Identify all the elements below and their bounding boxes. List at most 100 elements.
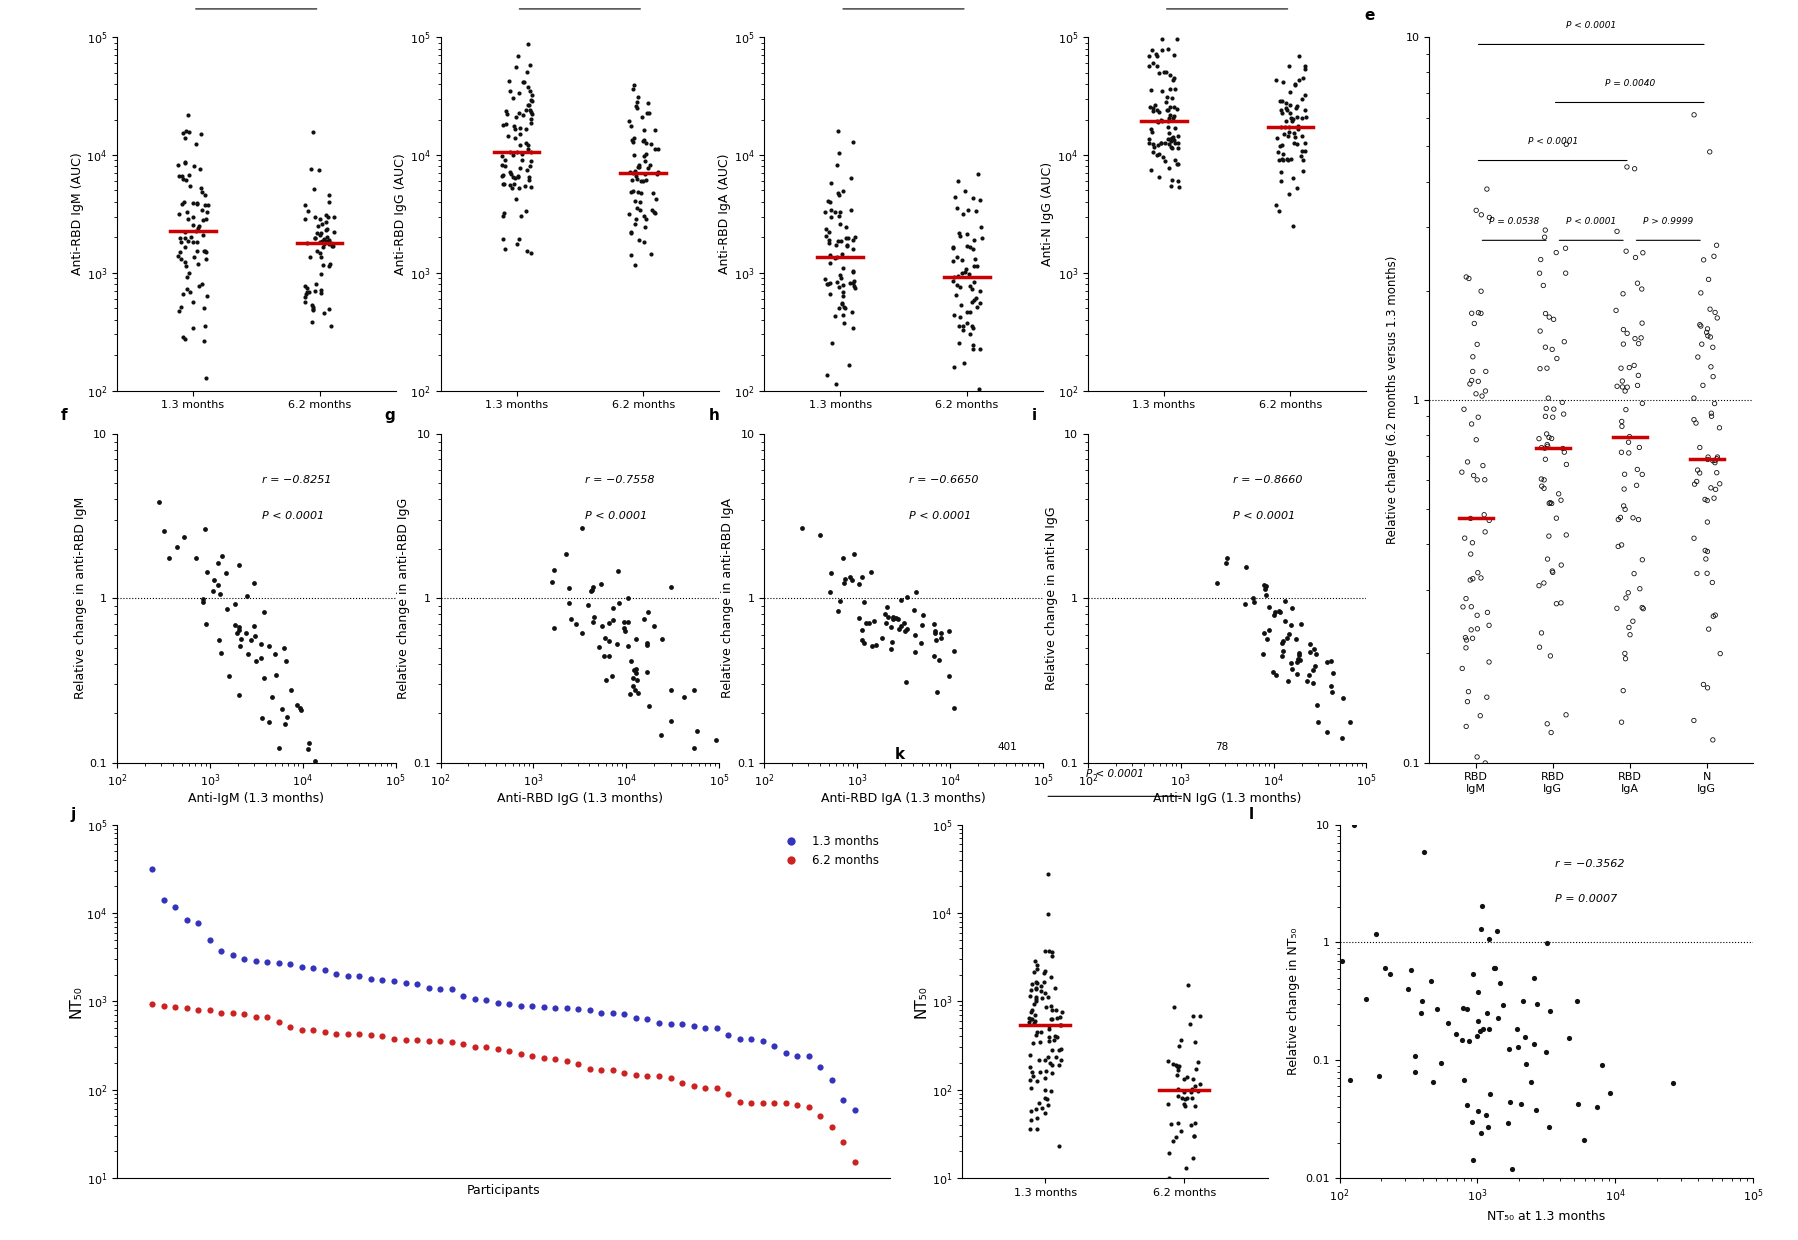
Point <box>298 300 327 320</box>
Point <box>631 170 660 190</box>
Point <box>1453 999 1482 1019</box>
Point <box>518 84 547 104</box>
Point <box>1683 347 1712 367</box>
Point <box>1480 959 1509 978</box>
Point <box>1451 627 1480 647</box>
Point <box>1153 6 1181 26</box>
Point <box>1527 469 1555 489</box>
Point <box>1516 1071 1544 1091</box>
Point <box>200 569 228 589</box>
Point <box>953 312 982 332</box>
Point <box>514 170 543 190</box>
Point <box>171 252 200 272</box>
Point <box>1697 573 1726 593</box>
Point <box>1043 1008 1072 1028</box>
Point <box>529 1048 557 1068</box>
Point <box>1620 329 1649 348</box>
Point <box>1144 47 1172 67</box>
Point <box>1458 1149 1487 1169</box>
Point <box>176 281 205 301</box>
Point <box>183 232 212 252</box>
Point <box>1498 1159 1527 1179</box>
Point <box>1045 1040 1073 1060</box>
Point <box>1464 982 1492 1002</box>
Point <box>1613 157 1642 177</box>
Point <box>823 155 852 175</box>
Point <box>1462 201 1491 221</box>
Point <box>868 629 897 649</box>
Point <box>178 232 207 252</box>
Point <box>207 644 236 663</box>
Point <box>1036 1053 1064 1073</box>
Point <box>426 978 455 998</box>
Point <box>1147 112 1176 131</box>
Point <box>1179 1076 1208 1096</box>
Point <box>333 1024 361 1044</box>
Point <box>313 207 342 227</box>
Point <box>320 222 349 242</box>
Point <box>322 1024 351 1044</box>
Point <box>1167 1029 1196 1049</box>
Point <box>565 999 593 1019</box>
Point <box>484 1039 512 1059</box>
Point <box>1451 589 1480 609</box>
Point <box>879 609 908 629</box>
Point <box>1282 134 1311 154</box>
Point <box>626 184 654 203</box>
Point <box>275 1017 304 1037</box>
Point <box>617 170 645 190</box>
Point <box>1464 1011 1492 1030</box>
Point <box>178 192 207 212</box>
Point <box>1453 630 1482 650</box>
Point <box>624 156 653 176</box>
Point <box>1136 119 1165 139</box>
Text: P < 0.0001: P < 0.0001 <box>910 511 971 522</box>
Point <box>966 379 994 399</box>
Point <box>886 590 915 610</box>
Point <box>1462 1025 1491 1045</box>
Point <box>1480 959 1509 978</box>
Point <box>300 228 329 248</box>
Point <box>1534 428 1562 448</box>
Point <box>622 670 651 689</box>
Point <box>957 279 985 299</box>
Point <box>1291 100 1320 120</box>
Point <box>246 647 275 667</box>
Point <box>514 139 543 159</box>
Point <box>1241 591 1269 611</box>
Point <box>1021 1024 1050 1044</box>
Point <box>1179 1126 1208 1146</box>
Point <box>1701 393 1730 413</box>
Point <box>854 614 883 634</box>
Point <box>552 998 581 1018</box>
Point <box>512 201 541 221</box>
Point <box>173 279 201 299</box>
Point <box>502 128 530 148</box>
Point <box>1147 133 1176 153</box>
Point <box>493 102 521 122</box>
Point <box>620 681 649 701</box>
Point <box>1160 68 1188 88</box>
Point <box>1482 921 1510 941</box>
Point <box>1277 653 1305 673</box>
Point <box>496 175 525 195</box>
Point <box>622 98 651 118</box>
Point <box>460 990 489 1009</box>
Point <box>254 713 282 733</box>
Point <box>838 260 867 280</box>
Point <box>302 223 331 243</box>
Point <box>599 598 628 618</box>
Point <box>838 301 867 321</box>
Point <box>1138 100 1167 120</box>
Point <box>1023 1120 1052 1140</box>
Point <box>1284 649 1313 668</box>
Point <box>1611 242 1640 262</box>
Point <box>1467 386 1496 405</box>
Point <box>1144 63 1172 83</box>
Point <box>1607 371 1636 391</box>
Point <box>1530 573 1559 593</box>
Point <box>592 670 620 689</box>
Point <box>494 126 523 146</box>
Point <box>825 202 854 222</box>
Point <box>1609 320 1638 340</box>
